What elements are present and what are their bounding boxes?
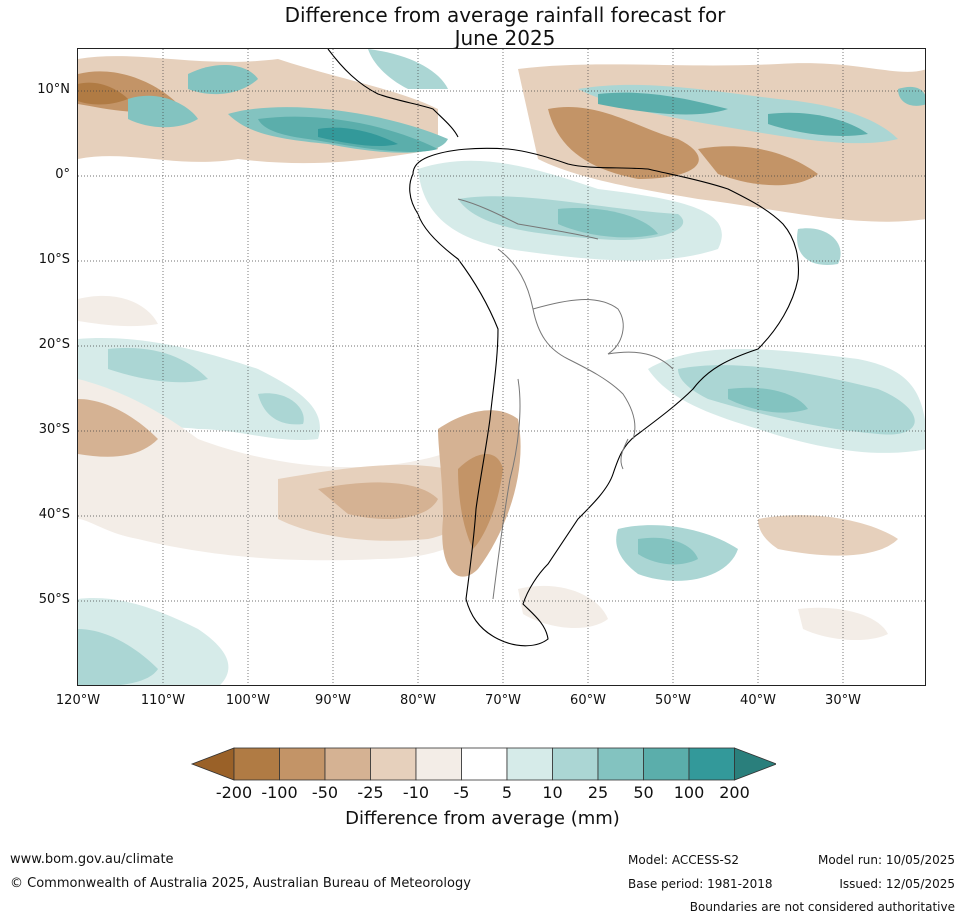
lon-label-110w: 110°W xyxy=(140,693,186,708)
colorbar-swatch xyxy=(324,747,371,781)
coastlines xyxy=(327,49,800,647)
colorbar-tick-label: 5 xyxy=(501,783,513,802)
colorbar-swatch xyxy=(279,747,326,781)
colorbar-swatch xyxy=(597,747,644,781)
lon-label-50w: 50°W xyxy=(655,693,691,708)
colorbar-swatch xyxy=(506,747,553,781)
rainfall-map xyxy=(77,48,926,686)
colorbar-swatch xyxy=(370,747,417,781)
lat-label-50s: 50°S xyxy=(38,592,70,607)
lon-label-30w: 30°W xyxy=(825,693,861,708)
country-borders xyxy=(457,198,674,600)
lat-label-0: 0° xyxy=(55,167,70,182)
colorbar-swatch xyxy=(415,747,462,781)
colorbar-title: Difference from average (mm) xyxy=(345,808,620,829)
map-title: Difference from average rainfall forecas… xyxy=(0,4,965,50)
colorbar-tick-label: 100 xyxy=(673,783,705,802)
lat-label-40s: 40°S xyxy=(38,507,70,522)
colorbar-tick-label: -5 xyxy=(453,783,470,802)
colorbar-swatches xyxy=(190,747,776,781)
colorbar-tick-label: -10 xyxy=(402,783,430,802)
lat-label-30s: 30°S xyxy=(38,422,70,437)
colorbar-extend-low xyxy=(190,747,235,781)
lon-label-100w: 100°W xyxy=(225,693,271,708)
colorbar-tick-label: -200 xyxy=(215,783,253,802)
copyright-text: © Commonwealth of Australia 2025, Austra… xyxy=(10,876,471,891)
graticule xyxy=(78,49,925,685)
model-run-date: Model run: 10/05/2025 xyxy=(817,853,955,867)
title-line-2: June 2025 xyxy=(454,26,556,50)
lon-label-60w: 60°W xyxy=(570,693,606,708)
colorbar-swatch xyxy=(643,747,690,781)
website-link[interactable]: www.bom.gov.au/climate xyxy=(10,852,174,867)
colorbar-swatch xyxy=(233,747,280,781)
colorbar-extend-high xyxy=(734,747,776,781)
issued-date: Issued: 12/05/2025 xyxy=(839,877,955,891)
title-line-1: Difference from average rainfall forecas… xyxy=(284,3,726,27)
lon-label-90w: 90°W xyxy=(315,693,351,708)
lon-label-120w: 120°W xyxy=(55,693,101,708)
base-period: Base period: 1981-2018 xyxy=(628,877,773,891)
lon-label-70w: 70°W xyxy=(485,693,521,708)
model-name: Model: ACCESS-S2 xyxy=(628,853,740,867)
lat-label-10n: 10°N xyxy=(37,82,70,97)
colorbar-tick-label: -100 xyxy=(261,783,298,802)
anomaly-field xyxy=(78,49,925,685)
lon-label-80w: 80°W xyxy=(400,693,436,708)
colorbar xyxy=(190,747,776,781)
map-canvas xyxy=(78,49,925,685)
colorbar-swatch xyxy=(461,747,508,781)
colorbar-tick-label: -50 xyxy=(311,783,339,802)
colorbar-swatch xyxy=(552,747,599,781)
lon-label-40w: 40°W xyxy=(740,693,776,708)
boundaries-disclaimer: Boundaries are not considered authoritat… xyxy=(689,900,955,914)
colorbar-tick-label: -25 xyxy=(357,783,384,802)
colorbar-tick-label: 50 xyxy=(633,783,654,802)
colorbar-tick-label: 25 xyxy=(587,783,609,802)
colorbar-swatch xyxy=(688,747,735,781)
colorbar-tick-label: 10 xyxy=(542,783,563,802)
colorbar-tick-label: 200 xyxy=(719,783,750,802)
lat-label-20s: 20°S xyxy=(38,337,70,352)
lat-label-10s: 10°S xyxy=(38,252,70,267)
